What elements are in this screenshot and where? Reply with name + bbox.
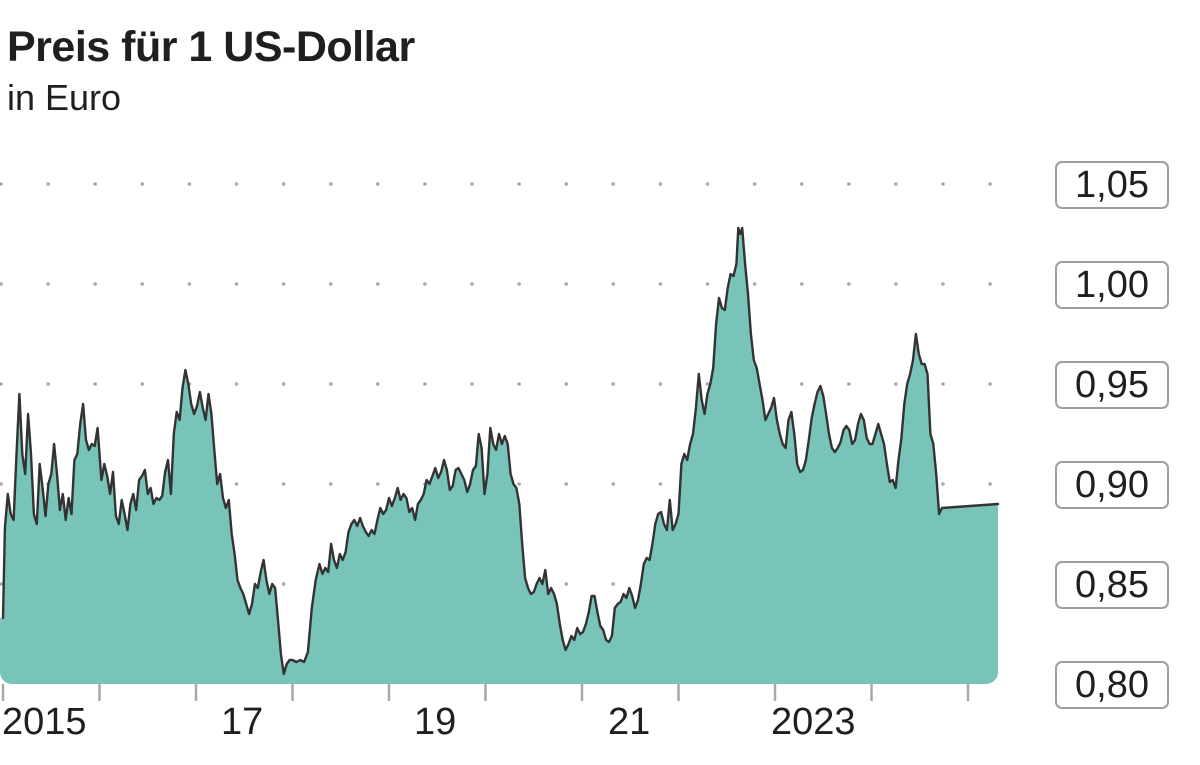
y-label-0-85: 0,85 [1055, 561, 1169, 609]
y-label-0-95: 0,95 [1055, 361, 1169, 409]
y-label-0-90: 0,90 [1055, 461, 1169, 509]
data-line [1, 226, 1000, 676]
x-label-2023: 2023 [771, 701, 856, 743]
x-label-19: 19 [414, 701, 457, 743]
x-label-2015: 2015 [2, 701, 87, 743]
chart-subtitle: in Euro [7, 77, 122, 118]
y-label-0-80: 0,80 [1055, 661, 1169, 709]
x-axis-ticks [1, 684, 970, 701]
y-label-1-00: 1,00 [1055, 261, 1169, 309]
x-label-17: 17 [221, 701, 264, 743]
y-label-1-05: 1,05 [1055, 161, 1169, 209]
x-label-21: 21 [608, 701, 651, 743]
chart-title: Preis für 1 US-Dollar [7, 23, 415, 71]
area-fill [0, 228, 998, 684]
